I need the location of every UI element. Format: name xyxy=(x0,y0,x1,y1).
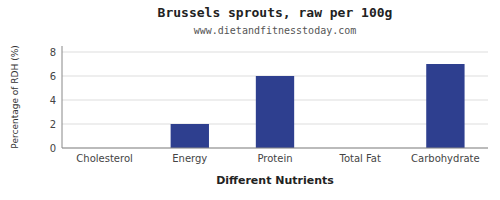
chart-container: Brussels sprouts, raw per 100g www.dietan… xyxy=(0,0,500,200)
bar xyxy=(256,76,294,148)
y-tick-label: 0 xyxy=(50,143,56,154)
y-tick-label: 6 xyxy=(50,71,56,82)
x-axis-label: Different Nutrients xyxy=(216,174,334,187)
y-tick-label: 2 xyxy=(50,119,56,130)
x-tick-label: Energy xyxy=(172,153,207,164)
subtitle: www.dietandfitnesstoday.com xyxy=(194,25,357,36)
x-tick-label: Total Fat xyxy=(338,153,380,164)
grid-line xyxy=(62,52,488,53)
y-axis-label: Percentage of RDH (%) xyxy=(10,45,20,148)
x-axis-line xyxy=(62,148,488,149)
y-tick-label: 4 xyxy=(50,95,56,106)
x-tick-label: Protein xyxy=(257,153,292,164)
x-tick-label: Carbohydrate xyxy=(411,153,480,164)
y-tick-label: 8 xyxy=(50,47,56,58)
bar xyxy=(426,64,464,148)
bar xyxy=(171,124,209,148)
grid-line xyxy=(62,148,488,149)
bars xyxy=(171,64,465,148)
title: Brussels sprouts, raw per 100g xyxy=(158,5,393,20)
chart-svg: Brussels sprouts, raw per 100g www.dietan… xyxy=(0,0,500,200)
x-tick-label: Cholesterol xyxy=(76,153,132,164)
y-axis-line xyxy=(62,46,63,148)
